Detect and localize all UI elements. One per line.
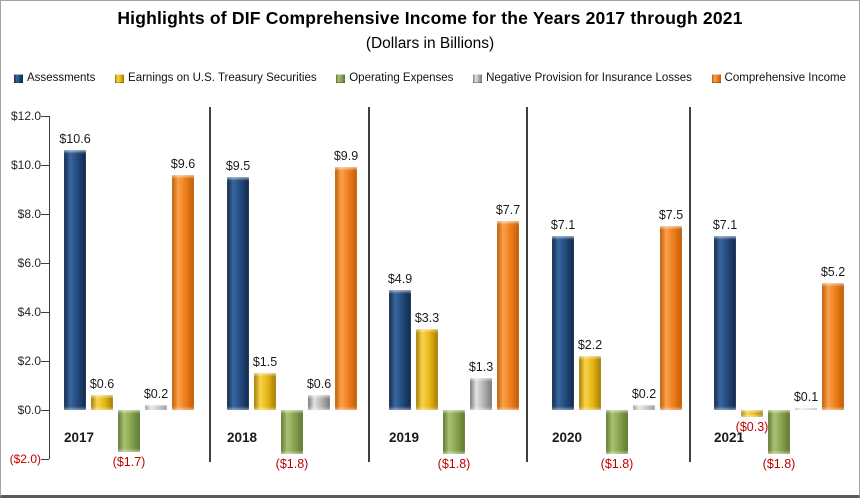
bar-value-label: $5.2 xyxy=(820,264,846,279)
year-separator-line xyxy=(689,107,691,462)
legend-swatch-earnings xyxy=(115,73,125,83)
bar xyxy=(741,410,763,418)
bar-value-label: $0.1 xyxy=(793,389,819,404)
year-separator-line xyxy=(526,107,528,462)
bar xyxy=(308,395,330,410)
bar-value-label: ($0.3) xyxy=(735,420,769,435)
legend-item-negative-provision: Negative Provision for Insurance Losses xyxy=(473,72,692,84)
y-tick-label: $2.0 xyxy=(17,354,41,368)
bar-value-label: $0.2 xyxy=(143,387,169,402)
bar xyxy=(822,282,844,410)
bar-value-label: $2.2 xyxy=(577,338,603,353)
y-tick-mark xyxy=(41,116,49,117)
bar-value-label: $7.1 xyxy=(550,218,576,233)
y-tick-label: $0.0 xyxy=(17,403,41,417)
bar-value-label: $9.5 xyxy=(225,159,251,174)
bar-value-label: $0.6 xyxy=(306,377,332,392)
bar-value-label: ($1.8) xyxy=(275,457,309,472)
y-tick-mark xyxy=(41,263,49,264)
legend-swatch-negative-provision xyxy=(473,73,483,83)
legend-item-operating-expenses: Operating Expenses xyxy=(336,72,453,84)
bar xyxy=(118,410,140,452)
bar xyxy=(227,177,249,410)
bar-value-label: ($1.7) xyxy=(112,454,146,469)
legend-item-assessments: Assessments xyxy=(14,72,95,84)
bar xyxy=(416,329,438,410)
y-axis-line xyxy=(49,116,50,459)
legend-label: Comprehensive Income xyxy=(724,72,846,84)
chart-title: Highlights of DIF Comprehensive Income f… xyxy=(117,8,743,28)
bar-value-label: ($1.8) xyxy=(437,457,471,472)
chart-legend: Assessments Earnings on U.S. Treasury Se… xyxy=(1,72,859,84)
y-tick-mark xyxy=(41,312,49,313)
bar-value-label: ($1.8) xyxy=(600,457,634,472)
bar xyxy=(145,405,167,410)
y-tick-label: $12.0 xyxy=(10,109,41,123)
legend-label: Assessments xyxy=(27,72,96,84)
chart-subtitle: (Dollars in Billions) xyxy=(365,35,495,52)
y-tick-mark xyxy=(41,459,49,460)
legend-swatch-assessments xyxy=(14,73,23,83)
bar xyxy=(795,407,817,410)
bar xyxy=(64,150,86,410)
y-tick-mark xyxy=(41,410,49,411)
bar xyxy=(254,373,276,410)
bar-value-label: $9.6 xyxy=(170,156,196,171)
bar-value-label: $3.3 xyxy=(414,311,440,326)
bar xyxy=(281,410,303,455)
y-tick-mark xyxy=(41,165,49,166)
bar xyxy=(714,236,736,410)
year-separator-line xyxy=(368,107,370,462)
bar xyxy=(552,236,574,410)
legend-item-earnings: Earnings on U.S. Treasury Securities xyxy=(115,72,317,84)
bar-value-label: $0.2 xyxy=(631,387,657,402)
year-label: 2021 xyxy=(713,430,745,445)
bar-value-label: $9.9 xyxy=(333,149,359,164)
bar xyxy=(91,395,113,410)
year-label: 2019 xyxy=(388,430,420,445)
bar-value-label: $1.5 xyxy=(252,355,278,370)
bar-value-label: $7.1 xyxy=(712,218,738,233)
bar xyxy=(172,174,194,410)
bar xyxy=(335,167,357,410)
bar xyxy=(768,410,790,455)
bar xyxy=(660,226,682,410)
bar xyxy=(633,405,655,410)
legend-swatch-comprehensive-income xyxy=(711,73,721,83)
legend-label: Negative Provision for Insurance Losses xyxy=(486,72,692,84)
bar xyxy=(579,356,601,410)
bar-value-label: ($1.8) xyxy=(762,457,796,472)
y-tick-label: $8.0 xyxy=(17,207,41,221)
year-label: 2017 xyxy=(63,430,95,445)
legend-item-comprehensive-income: Comprehensive Income xyxy=(711,72,846,84)
bar-value-label: $0.6 xyxy=(89,377,115,392)
y-tick-label: $6.0 xyxy=(17,256,41,270)
bar xyxy=(470,378,492,410)
year-label: 2020 xyxy=(551,430,583,445)
y-tick-label: $4.0 xyxy=(17,305,41,319)
y-tick-label: ($2.0) xyxy=(9,452,41,466)
bar-value-label: $7.5 xyxy=(658,208,684,223)
bar xyxy=(497,221,519,410)
year-label: 2018 xyxy=(226,430,258,445)
bar-value-label: $7.7 xyxy=(495,203,521,218)
legend-swatch-operating-expenses xyxy=(336,73,346,83)
legend-label: Earnings on U.S. Treasury Securities xyxy=(128,72,317,84)
bar xyxy=(443,410,465,455)
y-tick-mark xyxy=(41,214,49,215)
bar-value-label: $4.9 xyxy=(387,271,413,286)
y-tick-mark xyxy=(41,361,49,362)
bar xyxy=(389,289,411,410)
bar xyxy=(606,410,628,455)
bar-value-label: $10.6 xyxy=(59,132,91,147)
year-separator-line xyxy=(209,107,211,462)
y-tick-label: $10.0 xyxy=(10,158,41,172)
legend-label: Operating Expenses xyxy=(349,72,454,84)
bar-value-label: $1.3 xyxy=(468,360,494,375)
